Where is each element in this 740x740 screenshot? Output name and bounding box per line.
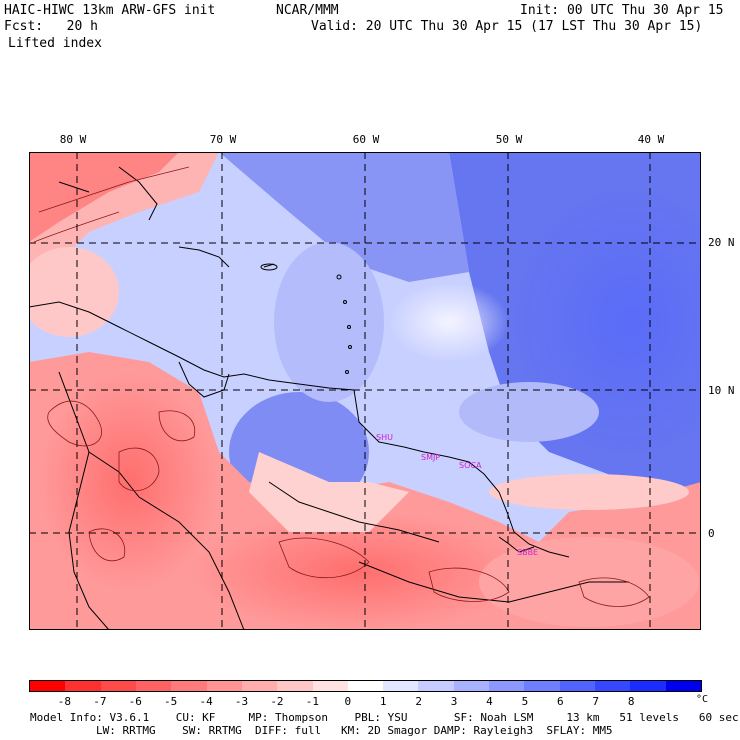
forecast-hour: Fcst: 20 h bbox=[4, 19, 98, 34]
colorbar-tick-label: 2 bbox=[415, 695, 422, 708]
stable-region-north bbox=[219, 152, 469, 282]
valid-time: Valid: 20 UTC Thu 30 Apr 15 (17 LST Thu … bbox=[311, 19, 703, 34]
colorbar-tick-label: 0 bbox=[344, 695, 352, 708]
colorbar-tick-label: 8 bbox=[627, 695, 635, 708]
lat-label-10n: 10 N bbox=[708, 384, 735, 397]
station-label-smjp: SMJP bbox=[421, 453, 440, 462]
model-info-line1: Model Info: V3.6.1 CU: KF MP: Thompson P… bbox=[30, 711, 739, 724]
colorbar-cell bbox=[312, 681, 348, 691]
colorbar-cell bbox=[524, 681, 560, 691]
model-title: HAIC-HIWC 13km ARW-GFS init bbox=[4, 3, 216, 18]
lat-label-20n: 20 N bbox=[708, 236, 735, 249]
colorbar-cell bbox=[665, 681, 701, 691]
colorbar-tick-label: 4 bbox=[486, 695, 493, 708]
colorbar-unit: °C bbox=[696, 694, 709, 705]
colorbar bbox=[29, 680, 702, 692]
lat-label-0: 0 bbox=[708, 527, 715, 540]
colorbar-cell bbox=[383, 681, 419, 691]
colorbar-tick-label: 7 bbox=[592, 695, 600, 708]
lon-label-50w: 50 W bbox=[495, 133, 523, 146]
colorbar-cell bbox=[206, 681, 242, 691]
colorbar-tick-label: -2 bbox=[270, 695, 284, 708]
station-label-shu: SHU bbox=[376, 433, 393, 442]
colorbar-cell bbox=[453, 681, 490, 691]
lifted-index-map: SHU SMJP SOCA SBBE bbox=[29, 152, 701, 630]
colorbar-cell bbox=[559, 681, 595, 691]
colorbar-cell bbox=[65, 681, 101, 691]
lon-label-80w: 80 W bbox=[59, 133, 87, 146]
colorbar-cell bbox=[277, 681, 313, 691]
lon-label-70w: 70 W bbox=[209, 133, 237, 146]
li-contours bbox=[33, 166, 650, 607]
map-canvas: SHU SMJP SOCA SBBE bbox=[29, 152, 701, 630]
colorbar-tick-label: 6 bbox=[557, 695, 564, 708]
colorbar-cell bbox=[347, 681, 384, 691]
colorbar-cell bbox=[30, 681, 66, 691]
lat-lon-grid bbox=[29, 152, 701, 630]
colorbar-tick-label: 1 bbox=[379, 695, 387, 708]
colorbar-tick-label: -6 bbox=[128, 695, 142, 708]
colorbar-cell bbox=[100, 681, 136, 691]
colorbar-cell bbox=[489, 681, 525, 691]
colorbar-tick-label: 5 bbox=[521, 695, 529, 708]
islands bbox=[260, 263, 352, 374]
lon-label-40w: 40 W bbox=[637, 133, 665, 146]
colorbar-tick-label: -8 bbox=[57, 695, 72, 708]
station-label-sbbe: SBBE bbox=[517, 548, 538, 557]
org-label: NCAR/MMM bbox=[276, 3, 339, 18]
colorbar-cell bbox=[630, 681, 666, 691]
colorbar-cell bbox=[418, 681, 454, 691]
init-time: Init: 00 UTC Thu 30 Apr 15 bbox=[520, 3, 724, 18]
colorbar-tick-label: -3 bbox=[234, 695, 249, 708]
colorbar-cell bbox=[135, 681, 172, 691]
colorbar-tick-label: 3 bbox=[450, 695, 458, 708]
colorbar-tick-label: -7 bbox=[93, 695, 107, 708]
colorbar-tick-label: -1 bbox=[305, 695, 319, 708]
colorbar-tick-label: -4 bbox=[199, 695, 213, 708]
colorbar-cell bbox=[241, 681, 278, 691]
model-info-line2: LW: RRTMG SW: RRTMG DIFF: full KM: 2D Sm… bbox=[96, 724, 613, 737]
colorbar-cell bbox=[595, 681, 631, 691]
field-name: Lifted index bbox=[8, 36, 102, 51]
colorbar-cell bbox=[171, 681, 207, 691]
station-label-soca: SOCA bbox=[459, 461, 482, 470]
lon-label-60w: 60 W bbox=[352, 133, 380, 146]
colorbar-tick-label: -5 bbox=[164, 695, 178, 708]
map-border bbox=[29, 152, 701, 630]
